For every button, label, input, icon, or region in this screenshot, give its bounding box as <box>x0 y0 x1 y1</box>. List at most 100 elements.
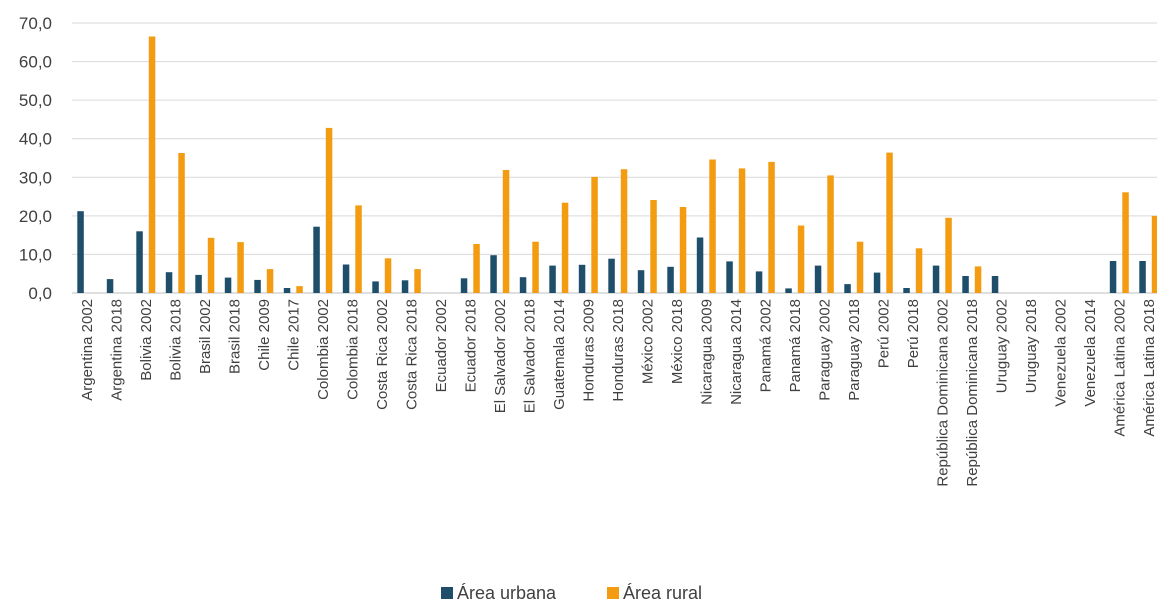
bar-rural <box>945 217 952 293</box>
x-category-label: América Latina 2018 <box>1141 299 1157 437</box>
bar-urban <box>962 276 969 293</box>
bar-urban <box>77 211 84 293</box>
bar-urban <box>1139 261 1146 293</box>
x-category-label: Costa Rica 2002 <box>374 299 391 410</box>
bar-urban <box>785 288 792 293</box>
x-category-label: Chile 2009 <box>256 299 273 371</box>
x-category-label: Argentina 2002 <box>79 299 96 401</box>
bar-urban <box>814 265 822 293</box>
bar-urban <box>106 279 114 293</box>
legend: Área urbana Área rural <box>441 583 702 603</box>
bar-rural <box>473 244 480 293</box>
x-category-label: República Dominicana 2002 <box>934 299 951 487</box>
bar-urban <box>519 277 527 293</box>
y-tick-label: 40,0 <box>19 130 52 149</box>
bar-urban <box>696 237 704 293</box>
bar-rural <box>679 207 687 293</box>
x-category-label: Guatemala 2014 <box>551 299 568 410</box>
x-category-label: Argentina 2018 <box>108 299 125 401</box>
bar-urban <box>313 226 320 293</box>
x-category-label: Perú 2002 <box>875 299 892 368</box>
bar-urban <box>401 280 409 293</box>
bar-urban <box>578 264 586 293</box>
y-tick-label: 30,0 <box>19 168 52 187</box>
y-tick-label: 70,0 <box>19 14 52 33</box>
bar-rural <box>738 168 746 293</box>
y-tick-label: 60,0 <box>19 53 52 72</box>
legend-label-rural: Área rural <box>623 583 702 603</box>
x-category-label: Uruguay 2018 <box>1023 299 1040 393</box>
bar-rural <box>797 225 805 293</box>
legend-swatch-urban <box>441 587 453 599</box>
bar-urban <box>903 288 910 293</box>
x-category-label: Panamá 2002 <box>757 299 774 392</box>
x-axis-category-labels: Argentina 2002 Argentina 2018 Bolivia 2002… <box>79 299 1157 487</box>
bar-urban <box>195 274 202 293</box>
bar-rural <box>886 152 893 293</box>
bar-urban <box>726 261 733 293</box>
bar-rural <box>827 175 834 293</box>
bar-rural <box>915 248 923 293</box>
bar-rural <box>856 241 864 293</box>
bar-rural <box>414 269 421 293</box>
x-category-label: Paraguay 2018 <box>846 299 863 401</box>
x-category-label: Nicaragua 2014 <box>728 299 745 405</box>
bar-urban <box>254 279 261 293</box>
x-category-label: Venezuela 2014 <box>1082 299 1099 407</box>
x-category-label: El Salvador 2018 <box>521 299 538 413</box>
bar-rural <box>1122 192 1129 293</box>
bar-rural <box>768 161 775 293</box>
x-category-label: Panamá 2018 <box>787 299 804 392</box>
bar-rural <box>384 258 392 293</box>
bar-rural <box>325 127 333 294</box>
bar-rural <box>266 269 274 293</box>
legend-swatch-rural <box>607 587 619 599</box>
bar-urban <box>460 278 468 293</box>
bar-urban <box>283 288 291 293</box>
bar-rural <box>207 237 215 293</box>
bar-urban <box>165 272 173 293</box>
bar-urban <box>342 264 350 293</box>
x-category-label: Brasil 2018 <box>226 299 243 374</box>
bar-urban <box>991 276 999 293</box>
bar-rural <box>296 286 303 293</box>
x-category-label: Chile 2017 <box>285 299 302 371</box>
bar-rural <box>591 176 598 293</box>
x-category-label: Ecuador 2002 <box>433 299 450 392</box>
bar-rural <box>178 153 185 293</box>
x-category-label: América Latina 2002 <box>1111 299 1128 437</box>
y-tick-label: 20,0 <box>19 207 52 226</box>
bar-urban <box>932 265 940 293</box>
x-category-label: Honduras 2018 <box>610 299 627 402</box>
bar-rural <box>561 202 569 293</box>
bar-urban <box>755 271 763 293</box>
x-category-label: El Salvador 2002 <box>492 299 509 413</box>
x-category-label: Uruguay 2002 <box>993 299 1010 393</box>
x-category-label: Bolivia 2018 <box>167 299 184 381</box>
x-category-label: Nicaragua 2009 <box>698 299 715 405</box>
bar-urban <box>844 284 851 293</box>
bar-urban <box>667 266 674 293</box>
bar-rural <box>650 200 657 293</box>
gridlines <box>72 22 1157 255</box>
bar-rural <box>974 266 982 293</box>
y-tick-label: 10,0 <box>19 245 52 264</box>
x-category-label: Paraguay 2002 <box>816 299 833 401</box>
bar-urban <box>637 270 645 293</box>
x-category-label: Brasil 2002 <box>197 299 214 374</box>
x-category-label: Colombia 2002 <box>315 299 332 400</box>
x-category-label: Colombia 2018 <box>344 299 361 400</box>
bar-urban <box>873 272 881 293</box>
bar-rural <box>355 205 362 293</box>
bar-urban <box>372 281 379 293</box>
y-tick-label: 0,0 <box>28 284 52 303</box>
x-category-label: México 2002 <box>639 299 656 384</box>
bar-urban <box>224 277 232 293</box>
x-category-label: República Dominicana 2018 <box>964 299 981 487</box>
y-axis-ticks: 0,0 10,0 20,0 30,0 40,0 50,0 60,0 70,0 <box>19 14 52 303</box>
bar-rural <box>620 169 628 293</box>
bar-rural <box>709 159 716 293</box>
bar-rural <box>148 36 156 293</box>
bar-urban <box>136 231 143 293</box>
